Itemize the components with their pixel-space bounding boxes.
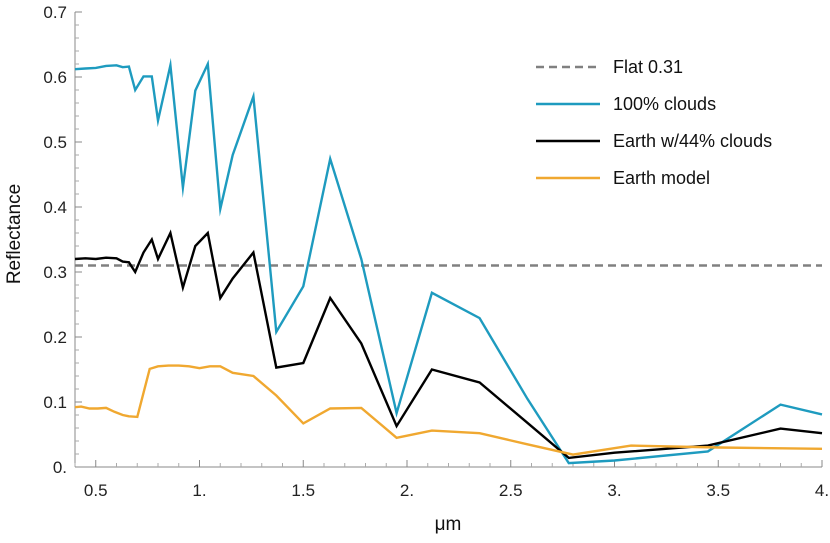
x-tick-label: 1. xyxy=(192,481,206,500)
y-tick-label: 0.1 xyxy=(43,393,67,412)
y-tick-label: 0.3 xyxy=(43,263,67,282)
x-axis-label: μm xyxy=(435,514,462,535)
legend-label-0: Flat 0.31 xyxy=(613,57,683,77)
x-tick-label: 1.5 xyxy=(291,481,315,500)
legend-label-2: Earth w/44% clouds xyxy=(613,131,772,151)
x-tick-label: 3.5 xyxy=(706,481,730,500)
series-line-1 xyxy=(74,57,823,465)
y-tick-label: 0.7 xyxy=(43,3,67,22)
x-tick-label: 4. xyxy=(815,481,829,500)
axes: 0.5 1. 1.5 2. 2.5 3. 3.5 4. 0. 0.1 0.2 0.3 0.4 0.5 0.6… xyxy=(43,3,829,500)
plot-area xyxy=(74,57,823,465)
x-tick-label: 2. xyxy=(400,481,414,500)
y-tick-label: 0. xyxy=(53,458,67,477)
x-tick-label: 3. xyxy=(607,481,621,500)
series-line-2 xyxy=(74,229,823,460)
series-line-3 xyxy=(74,364,823,456)
y-axis-label: Reflectance xyxy=(4,184,25,284)
x-tick-label: 2.5 xyxy=(499,481,523,500)
y-tick-label: 0.5 xyxy=(43,133,67,152)
legend-label-3: Earth model xyxy=(613,168,710,188)
legend-label-1: 100% clouds xyxy=(613,94,716,114)
y-tick-label: 0.2 xyxy=(43,328,67,347)
legend: Flat 0.31 100% clouds Earth w/44% clouds Ea… xyxy=(536,57,772,188)
y-tick-label: 0.4 xyxy=(43,198,67,217)
y-tick-label: 0.6 xyxy=(43,68,67,87)
x-tick-label: 0.5 xyxy=(84,481,108,500)
